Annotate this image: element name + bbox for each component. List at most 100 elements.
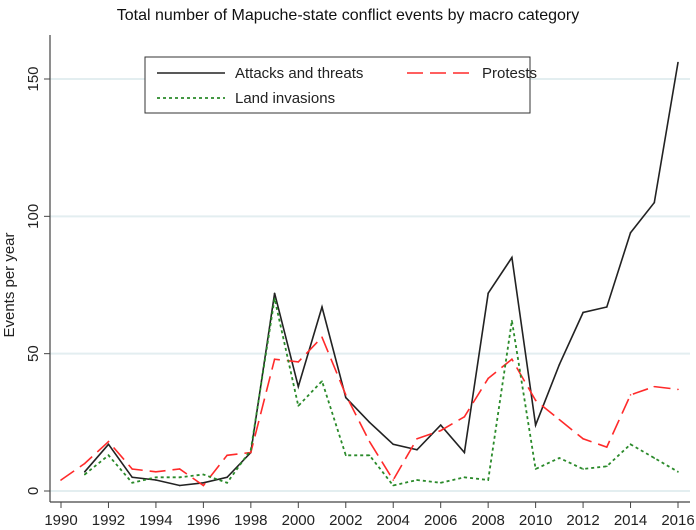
data-point — [368, 440, 371, 443]
data-point — [653, 201, 656, 204]
data-point — [202, 473, 205, 476]
data-point — [677, 61, 679, 64]
data-point — [463, 416, 466, 418]
data-point — [131, 481, 133, 484]
data-point — [178, 476, 181, 479]
data-point — [487, 292, 489, 295]
data-point — [677, 388, 679, 391]
data-point — [582, 438, 584, 440]
x-tick-label: 2002 — [329, 512, 362, 529]
data-point — [250, 449, 252, 451]
data-point — [321, 336, 323, 338]
legend-label-attacks: Attacks and threats — [235, 65, 363, 82]
data-point — [416, 479, 418, 481]
data-point — [439, 429, 442, 432]
data-point — [83, 470, 86, 473]
data-point — [487, 479, 489, 481]
data-point — [250, 451, 252, 454]
data-point — [107, 454, 110, 457]
y-tick-label: 50 — [25, 345, 42, 362]
y-tick-label: 100 — [25, 204, 42, 229]
data-point — [178, 484, 181, 487]
x-tick-label: 2014 — [614, 512, 647, 529]
data-point — [392, 479, 395, 481]
data-point — [202, 484, 205, 487]
data-point — [606, 446, 608, 448]
legend-box — [144, 56, 531, 114]
data-point — [629, 443, 632, 446]
x-tick-label: 2006 — [424, 512, 457, 529]
data-point — [107, 443, 110, 446]
x-tick-label: 1998 — [234, 512, 267, 529]
data-point — [83, 462, 86, 465]
legend-label-protests: Protests — [482, 65, 537, 82]
x-tick-label: 1992 — [92, 512, 125, 529]
chart-title: Total number of Mapuche-state conflict e… — [117, 7, 579, 24]
x-tick-label: 1996 — [187, 512, 220, 529]
data-point — [226, 481, 228, 484]
y-axis-label: Events per year — [1, 232, 18, 337]
data-point — [344, 396, 347, 399]
data-point — [368, 454, 371, 457]
data-point — [416, 449, 418, 451]
data-point — [226, 454, 228, 457]
data-point — [582, 311, 584, 314]
series-line-protests — [60, 335, 679, 487]
y-tick-label: 0 — [25, 487, 42, 495]
data-point — [534, 424, 537, 426]
data-point — [155, 479, 157, 481]
data-point — [582, 468, 584, 470]
data-point — [653, 385, 656, 388]
data-point — [463, 451, 466, 454]
data-point — [677, 470, 679, 473]
x-tick-label: 2000 — [282, 512, 315, 529]
data-point — [321, 380, 323, 382]
data-point — [107, 440, 110, 443]
legend-label-land: Land invasions — [235, 90, 335, 107]
data-point — [558, 457, 561, 459]
data-point — [439, 481, 442, 484]
data-point — [83, 473, 86, 476]
x-tick-label: 2004 — [377, 512, 410, 529]
data-point — [178, 468, 181, 470]
data-point — [155, 470, 157, 473]
data-point — [226, 476, 228, 479]
data-point — [629, 232, 632, 234]
data-point — [297, 385, 300, 388]
series-line-attacks-and-threats — [84, 62, 679, 487]
y-tick-label: 150 — [25, 66, 42, 91]
data-point — [511, 319, 513, 322]
data-point — [606, 465, 608, 468]
data-point — [321, 306, 323, 308]
data-point — [273, 358, 276, 360]
data-point — [131, 476, 133, 479]
data-point — [297, 405, 300, 407]
data-point — [487, 377, 489, 380]
data-point — [297, 361, 300, 363]
data-point — [606, 306, 608, 308]
data-point — [653, 457, 656, 459]
data-point — [558, 363, 561, 366]
x-tick-label: 2012 — [566, 512, 599, 529]
x-tick-label: 2008 — [471, 512, 504, 529]
data-point — [416, 438, 418, 440]
x-tick-label: 2010 — [519, 512, 552, 529]
data-point — [511, 256, 513, 259]
data-point — [558, 418, 561, 421]
data-point — [273, 297, 276, 300]
data-point — [368, 421, 371, 424]
data-point — [392, 484, 395, 487]
data-point — [344, 394, 347, 396]
data-point — [155, 476, 157, 479]
data-point — [629, 394, 632, 396]
x-tick-label: 1994 — [139, 512, 172, 529]
data-point — [392, 443, 395, 446]
data-point — [273, 292, 276, 295]
data-point — [439, 424, 442, 426]
data-point — [60, 479, 62, 481]
legend: Attacks and threats Protests Land invasi… — [144, 56, 537, 114]
data-point — [534, 399, 537, 402]
data-point — [202, 481, 205, 484]
series-line-land-invasions — [84, 298, 679, 487]
